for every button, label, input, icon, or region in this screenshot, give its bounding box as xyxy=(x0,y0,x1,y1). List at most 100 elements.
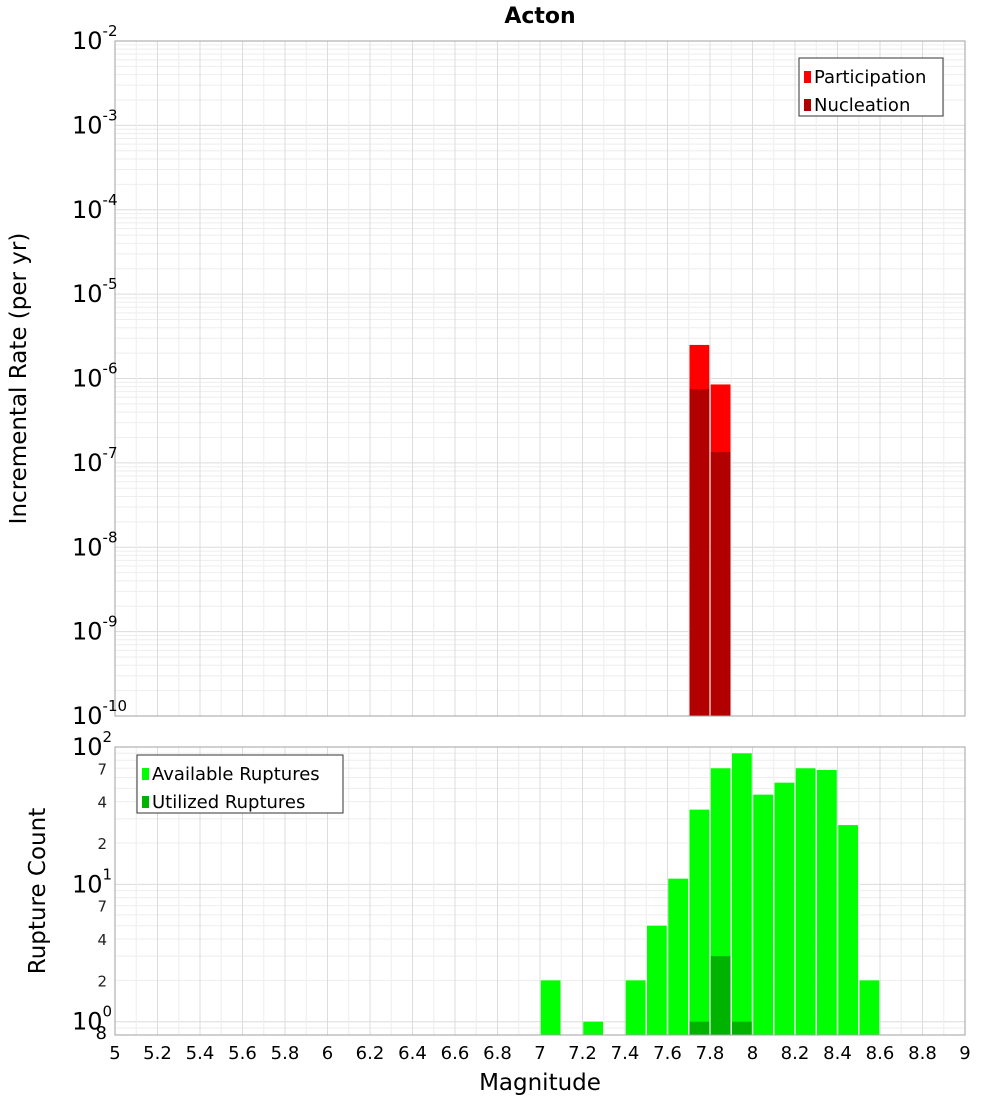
top-y-tick-label: 10-6 xyxy=(72,360,118,393)
top-plot-frame xyxy=(114,40,966,717)
legend-swatch xyxy=(804,99,811,111)
bottom-y-minor-tick-label: 7 xyxy=(97,898,107,916)
x-tick-label: 5 xyxy=(109,1043,120,1064)
top-y-axis-label: Incremental Rate (per yr) xyxy=(6,233,32,525)
available-ruptures-bar xyxy=(689,809,710,1035)
bottom-legend: Available Ruptures Utilized Ruptures xyxy=(136,754,344,814)
nucleation-bar xyxy=(710,451,731,716)
bottom-y-minor-tick-label: 7 xyxy=(97,760,107,778)
x-tick-label: 9 xyxy=(959,1043,970,1064)
top-y-tick-label-exponent: -2 xyxy=(103,22,118,40)
x-tick-label: 7.6 xyxy=(653,1043,682,1064)
bottom-y-minor-tick-label: 2 xyxy=(97,835,107,853)
bottom-y-tick-label-exponent: 1 xyxy=(103,865,113,883)
top-y-tick-label-base: 10 xyxy=(72,27,103,55)
bottom-y-minor-tick-label: 4 xyxy=(97,931,107,949)
top-y-tick-label: 10-4 xyxy=(72,191,118,224)
top-y-tick-label-base: 10 xyxy=(72,449,103,477)
x-tick-label: 6.8 xyxy=(483,1043,512,1064)
top-y-tick-label-base: 10 xyxy=(72,111,103,139)
available-ruptures-bar xyxy=(838,825,858,1035)
top-y-tick-label-exponent: -4 xyxy=(103,191,118,209)
bottom-y-minor-tick-label: 4 xyxy=(97,794,107,812)
x-tick-label: 7.2 xyxy=(568,1043,597,1064)
top-y-tick-label: 10-9 xyxy=(72,613,118,646)
legend-swatch xyxy=(142,768,149,780)
x-tick-label: 5.2 xyxy=(143,1043,172,1064)
top-y-tick-label-exponent: -9 xyxy=(103,613,118,631)
x-tick-label: 5.4 xyxy=(186,1043,215,1064)
top-y-tick-label-exponent: -6 xyxy=(103,360,118,378)
available-ruptures-bar xyxy=(795,768,816,1035)
top-y-tick-label: 10-7 xyxy=(72,444,118,477)
available-ruptures-bar xyxy=(817,770,837,1035)
top-y-tick-label-exponent: -7 xyxy=(103,444,118,462)
x-tick-label: 5.6 xyxy=(228,1043,257,1064)
top-grid xyxy=(114,40,966,717)
top-y-tick-label-exponent: -8 xyxy=(103,528,118,546)
bottom-y-tick-label-exponent: 0 xyxy=(103,1003,113,1021)
legend-swatch xyxy=(142,796,149,808)
bottom-plot-frame xyxy=(114,746,966,1036)
bottom-bars xyxy=(540,753,880,1035)
x-tick-label: 8 xyxy=(747,1043,758,1064)
x-tick-label: 7 xyxy=(534,1043,545,1064)
x-tick-label: 6.6 xyxy=(441,1043,470,1064)
top-y-tick-label: 10-5 xyxy=(72,275,118,308)
legend-label: Participation xyxy=(814,67,926,88)
x-axis-label: Magnitude xyxy=(479,1070,601,1096)
bottom-y-tick-label-base: 10 xyxy=(72,733,103,761)
x-tick-label: 6.4 xyxy=(398,1043,427,1064)
available-ruptures-bar xyxy=(647,925,667,1035)
legend-label: Utilized Ruptures xyxy=(152,792,305,813)
available-ruptures-bar xyxy=(859,980,880,1035)
bottom-y-minor-tick-label: 2 xyxy=(97,972,107,990)
utilized-ruptures-bar xyxy=(689,1021,710,1035)
x-tick-label: 8.4 xyxy=(823,1043,852,1064)
top-y-tick-label-exponent: -5 xyxy=(103,275,118,293)
x-tick-label: 8.8 xyxy=(908,1043,937,1064)
available-ruptures-bar xyxy=(583,1021,603,1035)
bottom-y-tick-label: 102 xyxy=(72,728,112,761)
x-tick-labels: 5 5.2 5.4 5.6 5.8 6 6.2 6.4 6.6 6.8 7 7.2 7.4 7.6 7.8 8… xyxy=(109,1043,970,1064)
x-tick-label: 5.8 xyxy=(271,1043,300,1064)
chart-title: Acton xyxy=(504,4,575,29)
x-tick-label: 8.6 xyxy=(866,1043,895,1064)
available-ruptures-bar xyxy=(732,753,752,1035)
bottom-y-tick-label: 100 xyxy=(72,1003,112,1036)
top-y-tick-label-base: 10 xyxy=(72,196,103,224)
top-y-tick-label-base: 10 xyxy=(72,618,103,646)
bottom-y-axis-label: Rupture Count xyxy=(25,808,51,974)
bottom-y-tick-label-base: 10 xyxy=(72,870,103,898)
top-y-tick-label-exponent: -3 xyxy=(103,106,118,124)
top-y-tick-label: 10-10 xyxy=(72,697,127,730)
top-legend: Participation Nucleation xyxy=(798,57,944,117)
x-tick-label: 6.2 xyxy=(356,1043,385,1064)
x-tick-label: 6 xyxy=(322,1043,333,1064)
utilized-ruptures-bar xyxy=(710,956,731,1035)
top-y-tick-label-base: 10 xyxy=(72,365,103,393)
nucleation-bar xyxy=(689,389,710,716)
top-y-tick-label-base: 10 xyxy=(72,702,103,730)
top-y-tick-label-exponent: -10 xyxy=(103,697,128,715)
top-y-tick-label-base: 10 xyxy=(72,280,103,308)
top-bars xyxy=(689,344,731,716)
available-ruptures-bar xyxy=(774,782,795,1035)
utilized-ruptures-bar xyxy=(732,1021,752,1035)
available-ruptures-bar xyxy=(625,980,646,1035)
top-y-tick-label: 10-3 xyxy=(72,106,118,139)
available-ruptures-bar xyxy=(540,980,561,1035)
x-tick-label: 8.2 xyxy=(781,1043,810,1064)
legend-box xyxy=(798,57,944,117)
x-tick-label: 7.4 xyxy=(611,1043,640,1064)
legend-label: Available Ruptures xyxy=(152,764,320,785)
legend-swatch xyxy=(804,71,811,83)
top-y-tick-label: 10-8 xyxy=(72,528,118,561)
available-ruptures-bar xyxy=(668,878,688,1035)
legend-box xyxy=(136,754,344,814)
